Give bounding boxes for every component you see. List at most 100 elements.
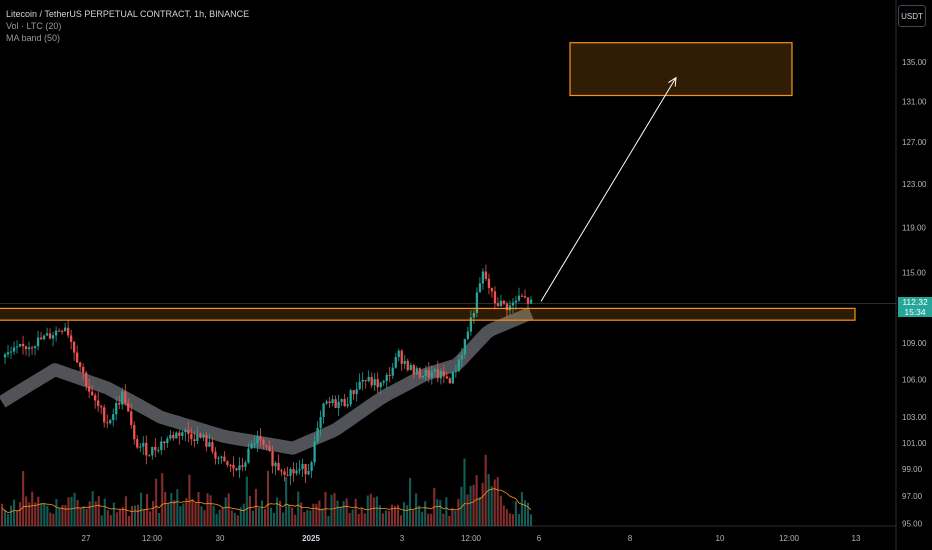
volume-bar <box>472 484 475 526</box>
volume-bar <box>514 501 517 526</box>
candle-body <box>63 327 67 332</box>
candle-body <box>91 391 94 396</box>
candle-body <box>328 401 331 404</box>
volume-bar <box>466 494 469 526</box>
candle-body <box>343 399 346 407</box>
currency-button[interactable]: USDT <box>898 5 926 27</box>
candle-body <box>421 375 424 378</box>
candle-body <box>289 469 292 476</box>
volume-bar <box>451 508 454 526</box>
volume-bar <box>399 515 403 526</box>
candle-body <box>232 465 235 469</box>
candle-body <box>361 379 364 382</box>
volume-bar <box>526 502 530 526</box>
volume-bar <box>484 454 487 526</box>
candle-body <box>382 380 385 383</box>
time-tick-label: 6 <box>537 534 542 543</box>
candle-body <box>523 296 527 298</box>
volume-bar <box>146 493 149 526</box>
volume-bar <box>406 505 409 526</box>
candle-body <box>109 420 112 424</box>
volume-bar <box>25 496 28 526</box>
volume-bar <box>366 495 369 526</box>
candle-body <box>226 461 229 466</box>
candle-body <box>499 300 503 307</box>
volume-bar <box>273 512 276 526</box>
candle-body <box>151 446 154 456</box>
time-tick-label: 12:00 <box>461 534 482 543</box>
price-tick-label: 103.00 <box>902 413 927 422</box>
candle-body <box>75 352 79 363</box>
candle-body <box>27 347 31 349</box>
candle-body <box>388 374 391 376</box>
candle-body <box>529 299 533 304</box>
volume-bar <box>91 491 94 526</box>
volume-bar <box>490 486 493 526</box>
volume-bar <box>34 502 37 526</box>
time-tick-label: 10 <box>716 534 725 543</box>
candle-body <box>154 446 157 451</box>
candle-body <box>262 439 265 445</box>
candle-body <box>21 343 25 347</box>
volume-bar <box>460 486 463 526</box>
candle-body <box>66 327 70 336</box>
candle-body <box>295 470 298 474</box>
volume-bar <box>396 504 400 526</box>
volume-bar <box>203 510 206 526</box>
volume-bar <box>463 458 466 526</box>
volume-bar <box>28 502 31 526</box>
candle-body <box>142 442 145 447</box>
volume-bar <box>155 478 158 526</box>
candle-body <box>376 379 379 388</box>
volume-bar <box>112 502 115 526</box>
candle-body <box>298 469 301 471</box>
volume-bar <box>194 502 197 526</box>
volume-bar <box>369 493 372 526</box>
candle-body <box>448 378 451 384</box>
candle-body <box>322 403 325 417</box>
candle-body <box>163 441 166 444</box>
candle-body <box>394 357 397 368</box>
volume-bar <box>170 493 173 526</box>
candle-body <box>454 370 458 372</box>
candle-body <box>12 347 16 352</box>
volume-bar <box>73 492 76 526</box>
candle-body <box>451 371 454 384</box>
candle-body <box>184 429 187 433</box>
volume-bar <box>37 496 40 526</box>
candle-body <box>442 371 445 377</box>
candle-body <box>265 444 268 447</box>
candle-body <box>214 451 217 459</box>
candle-body <box>274 462 277 467</box>
candle-body <box>139 446 142 448</box>
candle-body <box>124 391 127 403</box>
volume-bar <box>100 515 103 526</box>
volume-bar <box>409 477 412 526</box>
volume-bar <box>260 500 264 526</box>
volume-bar <box>306 509 309 526</box>
volume-bar <box>493 479 496 526</box>
volume-bar <box>291 507 294 526</box>
price-tick-label: 135.00 <box>902 58 927 67</box>
candle-body <box>475 292 479 314</box>
volume-bar <box>167 503 170 526</box>
candle-body <box>148 455 151 457</box>
ma-band <box>0 307 534 455</box>
candle-body <box>15 346 19 348</box>
candle-body <box>196 434 199 442</box>
candle-body <box>424 370 427 376</box>
candle-body <box>445 376 448 379</box>
volume-bar <box>245 476 248 526</box>
volume-bar <box>124 496 127 526</box>
candle-body <box>490 287 494 292</box>
volume-bar <box>315 503 318 526</box>
candle-body <box>112 414 115 421</box>
volume-bar <box>64 505 67 526</box>
volume-bar <box>224 497 227 526</box>
candle-body <box>373 379 376 386</box>
volume-bar <box>363 513 366 526</box>
volume-bar <box>215 513 218 526</box>
candle-body <box>520 295 524 297</box>
volume-bar <box>161 473 164 526</box>
